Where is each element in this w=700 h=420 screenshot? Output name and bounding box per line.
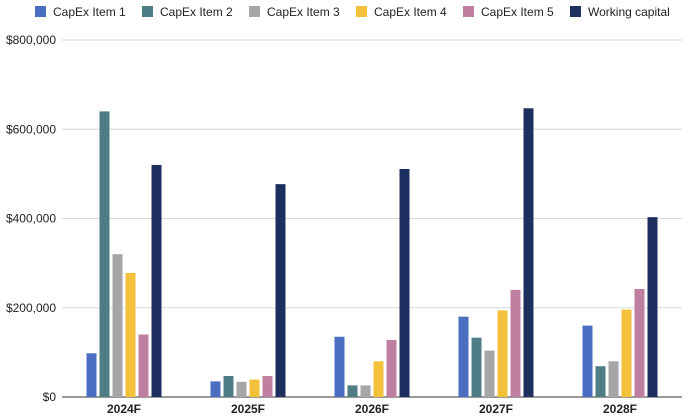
bar-capex-item-5 — [262, 376, 273, 397]
legend-label: Working capital — [588, 5, 670, 19]
y-axis: $0 $200,000 $400,000 $600,000 $800,000 — [6, 33, 56, 404]
bar-capex-item-2 — [223, 376, 234, 397]
gridlines — [62, 39, 682, 398]
bar-capex-item-5 — [510, 289, 521, 397]
x-tick-label: 2026F — [355, 402, 389, 416]
bar-capex-item-1 — [582, 325, 593, 397]
legend-label: CapEx Item 4 — [374, 5, 447, 19]
bar-capex-item-1 — [334, 336, 345, 397]
bar-working-capital — [275, 184, 286, 397]
legend: CapEx Item 1 CapEx Item 2 CapEx Item 3 CapE… — [35, 5, 670, 19]
bar-capex-item-4 — [373, 361, 384, 397]
bar-capex-item-3 — [360, 385, 371, 397]
bar-working-capital — [151, 164, 162, 397]
legend-swatch — [356, 6, 367, 17]
legend-label: CapEx Item 2 — [160, 5, 233, 19]
bar-working-capital — [399, 168, 410, 397]
x-axis: 2024F 2025F 2026F 2027F 2028F — [107, 402, 637, 416]
legend-label: CapEx Item 3 — [267, 5, 340, 19]
y-tick-label: $800,000 — [6, 33, 56, 47]
legend-swatch — [35, 6, 46, 17]
legend-label: CapEx Item 5 — [481, 5, 554, 19]
bars — [86, 108, 658, 398]
bar-working-capital — [523, 108, 534, 398]
legend-swatch — [142, 6, 153, 17]
bar-working-capital — [647, 217, 658, 397]
bar-capex-item-1 — [210, 381, 221, 397]
bar-capex-item-4 — [125, 272, 136, 397]
bar-capex-item-2 — [471, 337, 482, 397]
y-tick-label: $600,000 — [6, 122, 56, 136]
y-tick-label: $400,000 — [6, 212, 56, 226]
bar-capex-item-3 — [484, 350, 495, 397]
x-tick-label: 2028F — [603, 402, 637, 416]
legend-swatch — [463, 6, 474, 17]
y-tick-label: $200,000 — [6, 301, 56, 315]
bar-capex-item-3 — [608, 361, 619, 397]
bar-capex-item-5 — [138, 334, 149, 397]
bar-capex-item-2 — [347, 385, 358, 397]
bar-capex-item-3 — [236, 381, 247, 397]
legend-swatch — [249, 6, 260, 17]
legend-label: CapEx Item 1 — [53, 5, 126, 19]
x-tick-label: 2024F — [107, 402, 141, 416]
x-tick-label: 2027F — [479, 402, 513, 416]
bar-capex-item-1 — [458, 316, 469, 397]
bar-capex-item-4 — [621, 309, 632, 397]
bar-capex-item-5 — [386, 339, 397, 397]
bar-capex-item-3 — [112, 254, 123, 397]
x-tick-label: 2025F — [231, 402, 265, 416]
bar-capex-item-4 — [249, 379, 260, 397]
legend-swatch — [570, 6, 581, 17]
bar-capex-item-5 — [634, 289, 645, 397]
bar-capex-item-1 — [86, 353, 97, 397]
bar-capex-item-2 — [595, 366, 606, 397]
bar-capex-item-4 — [497, 310, 508, 397]
y-tick-label: $0 — [43, 390, 57, 404]
bar-capex-item-2 — [99, 111, 110, 398]
